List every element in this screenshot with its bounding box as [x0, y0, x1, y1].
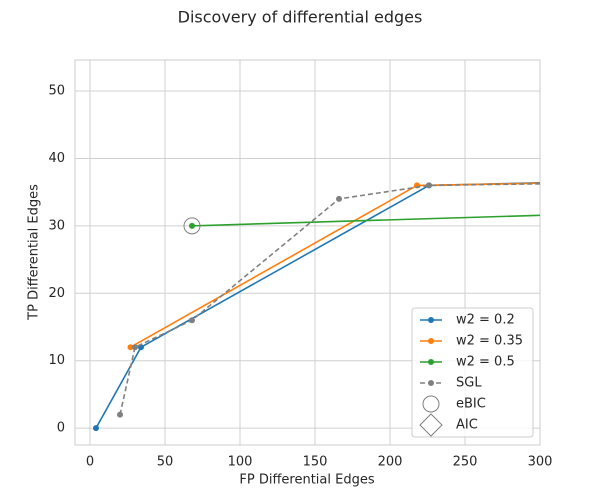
point	[132, 344, 138, 351]
y-tick-label: 0	[57, 421, 65, 436]
point	[93, 425, 99, 432]
point	[336, 195, 342, 202]
x-tick-label: 200	[378, 455, 403, 470]
x-axis-label: FP Differential Edges	[239, 473, 374, 488]
point	[189, 222, 195, 229]
legend-label: w2 = 0.2	[456, 313, 515, 328]
chart-title: Discovery of differential edges	[178, 8, 423, 27]
point	[183, 217, 201, 235]
legend-marker	[422, 395, 440, 413]
x-tick-label: 100	[228, 455, 253, 470]
y-tick-label: 20	[48, 286, 65, 301]
legend-frame	[411, 307, 534, 438]
legend-label: eBIC	[456, 397, 486, 412]
plot-area	[93, 179, 573, 432]
legend-label: w2 = 0.35	[456, 334, 523, 349]
point	[567, 180, 573, 186]
y-tick-label: 10	[48, 353, 65, 368]
point	[117, 411, 123, 418]
legend-marker	[428, 359, 434, 365]
point	[127, 344, 134, 351]
y-tick-label: 50	[48, 84, 65, 99]
y-tick-label: 30	[48, 218, 65, 233]
legend-marker	[428, 338, 434, 344]
point	[189, 317, 195, 324]
point	[426, 182, 432, 189]
legend-label: w2 = 0.5	[456, 355, 515, 370]
legend-marker	[419, 413, 443, 437]
y-tick-label: 40	[48, 151, 65, 166]
x-tick-label: 50	[157, 455, 174, 470]
x-tick-label: 250	[453, 455, 478, 470]
series-line	[191, 214, 540, 227]
point	[567, 179, 573, 185]
plot-frame	[74, 59, 541, 446]
legend-marker	[428, 317, 434, 323]
legend-label: AIC	[456, 418, 478, 433]
y-axis-label: TP Differential Edges	[27, 184, 42, 321]
point	[567, 180, 573, 186]
series-line	[119, 183, 540, 415]
x-tick-label: 300	[528, 455, 553, 470]
legend: w2 = 0.2 w2 = 0.35 w2 = 0.5 SGL eBIC AIC	[411, 307, 534, 438]
x-tick-label: 150	[303, 455, 328, 470]
legend-label: SGL	[456, 376, 482, 391]
x-tick-label: 0	[86, 455, 94, 470]
point	[567, 211, 573, 217]
legend-marker	[428, 380, 434, 386]
